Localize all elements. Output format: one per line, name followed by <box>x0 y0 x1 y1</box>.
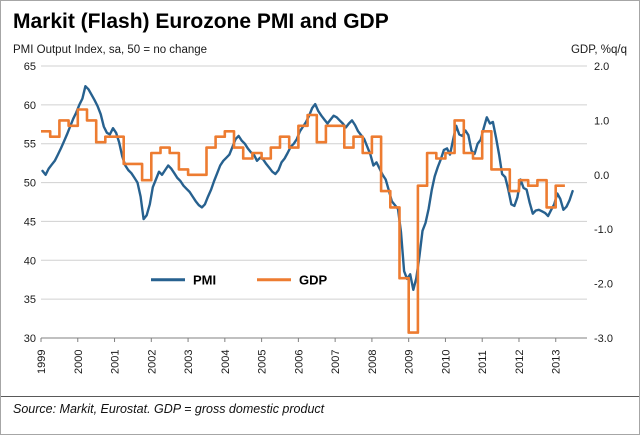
chart-svg: 65 60 55 50 45 40 35 30 2.0 1.0 0.0 -1.0 -2.0 -3.0 199… <box>24 61 613 374</box>
left-axis-tick: 40 <box>24 255 36 267</box>
x-axis-label: 2003 <box>183 350 195 374</box>
left-axis-tick: 45 <box>24 216 36 228</box>
right-axis-tick: 2.0 <box>594 61 609 73</box>
x-axis-label: 2001 <box>110 350 122 374</box>
x-axis-label: 2007 <box>330 350 342 374</box>
x-axis-label: 2012 <box>514 350 526 374</box>
x-axis-label: 2000 <box>73 350 85 374</box>
x-axis-label: 2004 <box>220 350 232 374</box>
left-axis-tick: 35 <box>24 294 36 306</box>
right-axis-tick: -1.0 <box>594 224 613 236</box>
x-axis-label: 2010 <box>440 350 452 374</box>
axis-captions: PMI Output Index, sa, 50 = no change GDP… <box>13 44 627 56</box>
x-axis-label: 1999 <box>36 350 48 374</box>
gdp-line <box>41 108 565 334</box>
left-axis-caption: PMI Output Index, sa, 50 = no change <box>13 44 208 56</box>
right-axis-tick: -2.0 <box>594 279 613 291</box>
left-axis-tick: 50 <box>24 178 36 190</box>
right-axis-tick: 1.0 <box>594 115 609 127</box>
legend-gdp-label: GDP <box>299 273 328 288</box>
left-axis-tick: 60 <box>24 100 36 112</box>
left-axis-tick: 55 <box>24 139 36 151</box>
x-axis-label: 2011 <box>477 350 489 374</box>
source-note: Source: Markit, Eurostat. GDP = gross do… <box>1 396 639 416</box>
right-axis-tick: 0.0 <box>594 170 609 182</box>
chart-title: Markit (Flash) Eurozone PMI and GDP <box>13 10 389 33</box>
x-axis-label: 2013 <box>551 350 563 374</box>
x-axis-label: 2002 <box>146 350 158 374</box>
right-axis-caption: GDP, %q/q <box>570 44 627 56</box>
x-axis-label: 2008 <box>367 350 379 374</box>
left-axis-tick: 65 <box>24 61 36 73</box>
x-axis-label: 2006 <box>293 350 305 374</box>
x-axis-label: 2005 <box>257 350 269 374</box>
x-axis-label: 2009 <box>404 350 416 374</box>
legend-pmi-label: PMI <box>193 273 216 288</box>
right-axis-tick: -3.0 <box>594 333 613 345</box>
left-axis-tick: 30 <box>24 333 36 345</box>
